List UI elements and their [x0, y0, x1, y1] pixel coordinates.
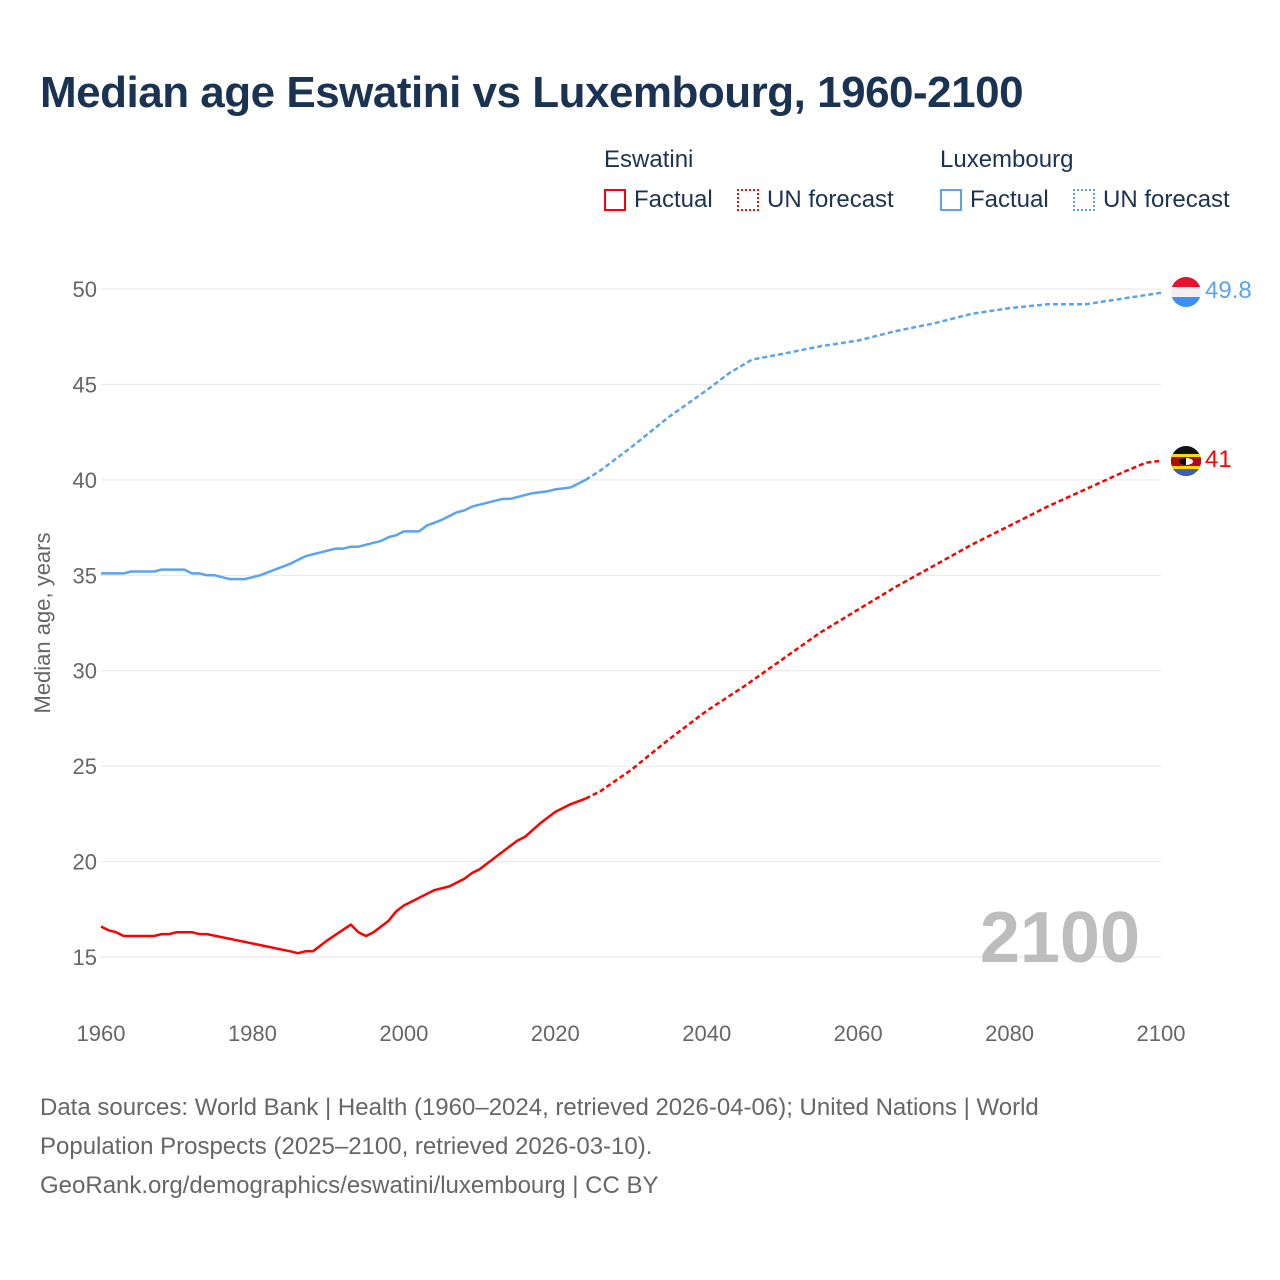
y-tick-label: 15: [73, 945, 97, 970]
year-watermark: 2100: [980, 898, 1140, 978]
y-tick-label: 45: [73, 372, 97, 397]
x-tick-label: 2080: [985, 1021, 1034, 1046]
x-tick-label: 1980: [228, 1021, 277, 1046]
x-tick-label: 1960: [77, 1021, 126, 1046]
legend-luxembourg-forecast[interactable]: UN forecast: [1073, 186, 1230, 214]
y-axis-label: Median age, years: [30, 533, 55, 714]
legend-label: Factual: [634, 186, 713, 213]
footer-line[interactable]: GeoRank.org/demographics/eswatini/luxemb…: [40, 1172, 659, 1199]
y-tick-label: 30: [73, 659, 97, 684]
eswatini-forecast-line: [585, 459, 1162, 800]
legend-label: UN forecast: [767, 186, 894, 213]
y-tick-label: 50: [73, 277, 97, 302]
legend-swatch-solid: [604, 189, 626, 211]
luxembourg-forecast-line: [584, 291, 1162, 481]
legend-group-luxembourg: Luxembourg: [940, 146, 1074, 173]
footer-line: Population Prospects (2025–2100, retriev…: [40, 1133, 653, 1160]
y-tick-label: 25: [73, 754, 97, 779]
x-tick-label: 2060: [834, 1021, 883, 1046]
chart-title: Median age Eswatini vs Luxembourg, 1960-…: [40, 68, 1024, 117]
luxembourg-factual-line: [101, 478, 587, 581]
eswatini-end-label: 41: [1205, 446, 1232, 473]
legend-eswatini-factual[interactable]: Factual: [604, 186, 713, 214]
y-tick-label: 20: [73, 850, 97, 875]
y-tick-label: 35: [73, 563, 97, 588]
legend-swatch-dotted: [1073, 189, 1095, 211]
x-tick-label: 2040: [682, 1021, 731, 1046]
legend-eswatini-forecast[interactable]: UN forecast: [737, 186, 894, 214]
footer-line: Data sources: World Bank | Health (1960–…: [40, 1094, 1039, 1121]
y-tick-label: 40: [73, 468, 97, 493]
footer-sources: Data sources: World Bank | Health (1960–…: [40, 1088, 1240, 1205]
legend-swatch-solid: [940, 189, 962, 211]
x-tick-label: 2100: [1137, 1021, 1186, 1046]
legend-label: Factual: [970, 186, 1049, 213]
legend-group-eswatini: Eswatini: [604, 146, 694, 173]
legend-luxembourg-factual[interactable]: Factual: [940, 186, 1049, 214]
legend-label: UN forecast: [1103, 186, 1230, 213]
x-tick-label: 2020: [531, 1021, 580, 1046]
luxembourg-flag-icon: [1171, 277, 1201, 307]
legend-swatch-dotted: [737, 189, 759, 211]
eswatini-flag-icon: [1171, 446, 1201, 476]
luxembourg-end-label: 49.8: [1205, 277, 1252, 304]
eswatini-factual-line: [100, 797, 587, 955]
x-tick-label: 2000: [379, 1021, 428, 1046]
